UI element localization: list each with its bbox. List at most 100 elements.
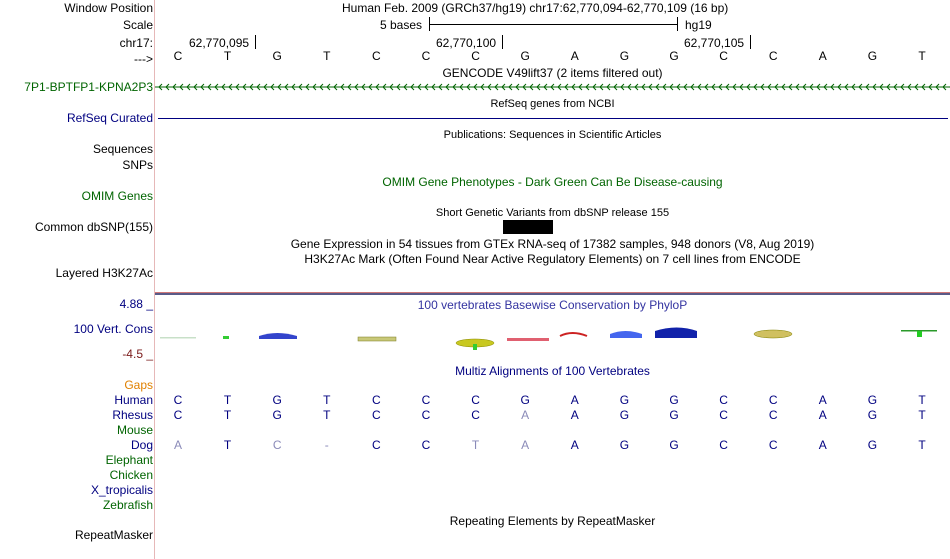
coord-1: 62,770,095 [189, 36, 250, 50]
coord-3: 62,770,105 [684, 36, 745, 50]
species-label-zebrafish[interactable]: Zebrafish [102, 498, 153, 512]
multiz-track-title[interactable]: Multiz Alignments of 100 Vertebrates [455, 364, 650, 378]
scale-bar-start [429, 17, 430, 31]
species-label-elephant[interactable]: Elephant [105, 453, 153, 467]
reference-base: C [768, 49, 778, 63]
alignment-base: T [918, 393, 926, 407]
coord-tick-2 [502, 35, 503, 49]
gencode-gene-feature[interactable] [155, 80, 950, 94]
dbsnp-label[interactable]: Common dbSNP(155) [34, 220, 153, 234]
alignment-base: C [173, 408, 183, 422]
alignment-base: A [521, 408, 530, 422]
track-separator-top [155, 292, 950, 293]
omim-label[interactable]: OMIM Genes [81, 189, 153, 203]
species-label-chicken[interactable]: Chicken [109, 468, 153, 482]
alignment-base: G [520, 393, 530, 407]
dbsnp-track-title[interactable]: Short Genetic Variants from dbSNP releas… [435, 207, 670, 219]
reference-base: C [173, 49, 183, 63]
refseq-track-title[interactable]: RefSeq genes from NCBI [490, 98, 615, 110]
gencode-track-title[interactable]: GENCODE V49lift37 (2 items filtered out) [442, 66, 663, 80]
reference-base: C [471, 49, 480, 63]
alignment-base: G [867, 393, 878, 407]
alignment-base: A [570, 393, 579, 407]
alignment-base: G [867, 408, 878, 422]
species-label-x_tropicalis[interactable]: X_tropicalis [90, 483, 153, 497]
alignment-base: T [223, 438, 232, 452]
alignment-base: C [421, 393, 431, 407]
repeatmasker-track-title[interactable]: Repeating Elements by RepeatMasker [449, 514, 656, 528]
gencode-gene-label[interactable]: 7P1-BPTFP1-KPNA2P3 [24, 80, 153, 94]
reference-base: T [918, 49, 926, 63]
reference-base: T [323, 49, 331, 63]
alignment-base: T [918, 438, 926, 452]
alignment-base: G [619, 408, 630, 422]
alignment-base: A [173, 438, 182, 452]
species-label-human[interactable]: Human [114, 393, 153, 407]
alignment-base: A [818, 393, 827, 407]
snps-label[interactable]: SNPs [122, 158, 153, 172]
alignment-base: C [471, 408, 480, 422]
publications-track-title[interactable]: Publications: Sequences in Scientific Ar… [443, 129, 662, 141]
alignment-base: T [918, 408, 926, 422]
alignment-base: C [768, 438, 778, 452]
coord-tick-3 [750, 35, 751, 49]
reference-base: G [619, 49, 630, 63]
scale-label: Scale [122, 18, 153, 32]
alignment-base: G [669, 393, 679, 407]
window-position-label: Window Position [64, 1, 153, 15]
alignment-base: G [867, 438, 878, 452]
gaps-label[interactable]: Gaps [124, 378, 153, 392]
alignment-base: G [619, 438, 630, 452]
species-label-mouse[interactable]: Mouse [116, 423, 153, 437]
alignment-base: G [272, 393, 282, 407]
layered-h3k27ac-label[interactable]: Layered H3K27Ac [55, 266, 153, 280]
reference-base: A [818, 49, 827, 63]
alignment-base: C [719, 408, 728, 422]
reference-base: C [372, 49, 381, 63]
scale-bar [430, 24, 677, 25]
alignment-base: G [669, 408, 679, 422]
omim-track-title[interactable]: OMIM Gene Phenotypes - Dark Green Can Be… [382, 175, 723, 189]
alignment-base: A [521, 438, 530, 452]
h3k27ac-track-title[interactable]: H3K27Ac Mark (Often Found Near Active Re… [304, 252, 801, 266]
scale-text: 5 bases [380, 18, 423, 32]
reference-base: T [223, 49, 232, 63]
phylop-track-title[interactable]: 100 vertebrates Basewise Conservation by… [417, 298, 688, 312]
alignment-base: C [372, 438, 381, 452]
alignment-base: G [272, 408, 282, 422]
alignment-base: C [768, 408, 778, 422]
cons-track-label[interactable]: 100 Vert. Cons [73, 322, 153, 336]
reference-base: G [669, 49, 679, 63]
alignment-base: A [818, 438, 827, 452]
reference-base: C [719, 49, 728, 63]
refseq-label[interactable]: RefSeq Curated [66, 111, 153, 125]
sequences-label[interactable]: Sequences [92, 142, 153, 156]
coord-2: 62,770,100 [436, 36, 497, 50]
alignment-base: G [619, 393, 630, 407]
alignment-base: C [719, 393, 728, 407]
alignment-base: T [471, 438, 480, 452]
phylop-logo-graphic[interactable] [155, 324, 950, 354]
window-position-text[interactable]: Human Feb. 2009 (GRCh37/hg19) chr17:62,7… [342, 1, 729, 15]
dbsnp-variant[interactable] [503, 220, 553, 234]
refseq-gene-feature[interactable] [158, 118, 948, 119]
alignment-base: T [223, 408, 232, 422]
species-label-dog[interactable]: Dog [130, 438, 153, 452]
coord-tick-1 [255, 35, 256, 49]
alignment-base: C [372, 408, 381, 422]
alignment-base: T [323, 393, 331, 407]
alignment-base: A [818, 408, 827, 422]
alignment-base: C [471, 393, 480, 407]
gtex-track-title[interactable]: Gene Expression in 54 tissues from GTEx … [290, 237, 815, 251]
cons-min-label: -4.5 _ [122, 347, 153, 361]
alignment-base: C [719, 438, 728, 452]
alignment-base: T [223, 393, 232, 407]
alignment-base: T [323, 408, 331, 422]
alignment-base: A [570, 438, 579, 452]
strand-arrow: ---> [134, 52, 153, 66]
alignment-base: C [421, 408, 431, 422]
alignment-base: C [372, 393, 381, 407]
chrom-label: chr17: [119, 36, 153, 50]
repeatmasker-label[interactable]: RepeatMasker [74, 528, 153, 542]
species-label-rhesus[interactable]: Rhesus [112, 408, 153, 422]
